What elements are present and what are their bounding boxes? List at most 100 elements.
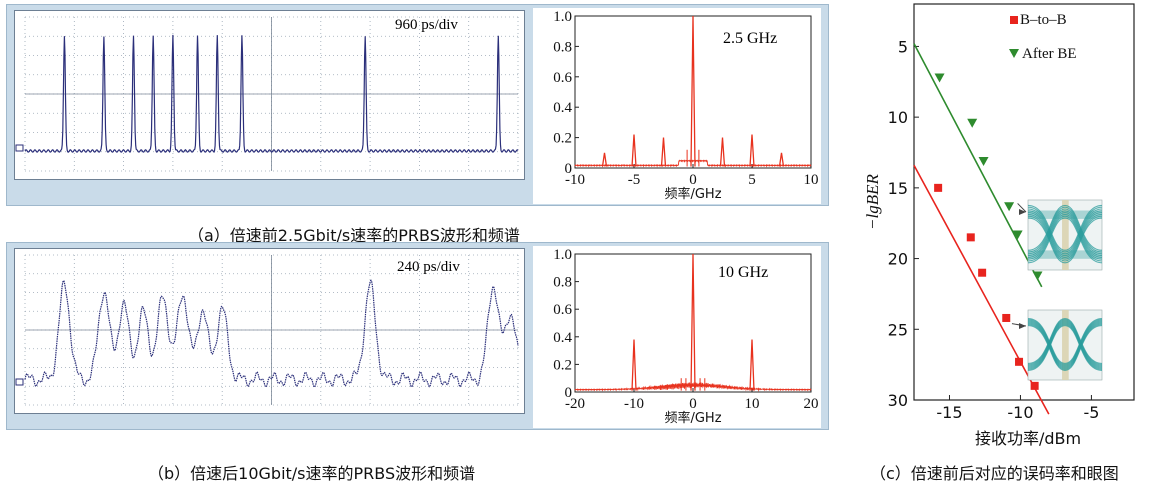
y-tick-label: 0.4 [553,100,572,116]
ber-y-tick-label: 20 [888,250,908,269]
eye-b2b-trace [1027,323,1103,369]
eye-after-be-trace [1027,217,1103,264]
ber-fit-line [913,43,1043,288]
spectrum-b: 0 0.2 0.4 0.6 0.8 1.0 -20 -10 0 10 20 频率/GHz 10 GHz [533,246,821,428]
legend-marker-after-be [1009,49,1019,58]
eye-after-be-trace [1027,217,1103,264]
x-tick-label: 10 [745,396,760,412]
ber-fit-line [913,164,1050,415]
legend-marker-b2b [1010,16,1018,24]
scope-a-plot [15,16,519,172]
spectrum-peak [690,15,696,167]
spectrum-b-plot: 0 0.2 0.4 0.6 0.8 1.0 -20 -10 0 10 20 频率/GHz [553,247,818,426]
ber-point-after-be [934,73,945,83]
ber-point-after-be [1012,230,1023,240]
ber-point-b2b [978,268,987,277]
eye-after-be-trace [1027,213,1103,260]
x-tick-label: 0 [689,172,697,188]
eye-b2b-trace [1027,318,1103,364]
x-axis-label: 频率/GHz [664,410,721,426]
ber-point-after-be [978,156,989,166]
scope-b-plot [15,254,519,406]
spectrum-baseline [574,382,812,392]
scope-ground-marker [15,378,24,386]
y-tick-label: 0.8 [553,39,572,55]
eye-b2b-trace [1027,321,1103,367]
y-tick-label: 0.2 [553,357,572,373]
ber-y-tick-label: 30 [888,391,908,410]
scope-trace [24,34,519,153]
scope-trace [24,279,519,388]
x-tick-label: 0 [689,396,697,412]
x-tick-label: 5 [748,172,756,188]
spectrum-peak [749,339,755,391]
eye-b2b-trace [1027,325,1103,371]
scope-a: 960 ps/div [14,10,525,180]
scope-a-annotation: 960 ps/div [395,17,458,33]
eye-after-be-trace [1027,210,1103,257]
spectrum-a: 0 0.2 0.4 0.6 0.8 1.0 -10 -5 0 5 10 频率/GHz 2.5 GHz [533,8,821,204]
eye-b2b-trace [1027,325,1103,371]
eye-b2b-trace [1027,322,1103,368]
y-tick-label: 0.2 [553,131,572,147]
ber-y-tick-label: 5 [898,37,908,56]
spectrum-peak [719,137,726,167]
scope-ground-marker [15,144,24,152]
ber-point-after-be [1004,202,1015,212]
ber-x-tick-label: -15 [936,403,962,422]
eye-after-be-trace [1027,210,1103,257]
eye-after-be-trace [1027,206,1103,253]
y-tick-label: 0 [565,385,573,401]
y-tick-label: 0.8 [553,275,572,291]
eye-b2b-trace [1027,324,1103,370]
ber-point-b2b [934,183,943,192]
y-tick-label: 0.6 [553,302,572,318]
spectrum-peak [631,134,637,167]
spectrum-peak [690,253,696,391]
ber-chart: 5 10 15 20 25 30 -15 -10 -5 接收功率/dBm −lgBER B–to–B A… [850,0,1168,460]
eye-b2b-trace [1027,320,1103,366]
caption-c: （c）倍速前后对应的误码率和眼图 [870,464,1119,483]
y-tick-label: 0 [565,161,573,177]
eye-b2b-trace [1027,319,1103,365]
legend-label-after-be: After BE [1022,46,1077,62]
eye-after-be-trace [1027,208,1103,255]
eye-after-be-thick-rail [1028,250,1102,259]
y-tick-label: 1.0 [553,9,572,25]
spectrum-peak [660,137,667,167]
ber-point-b2b [1002,313,1011,322]
ber-point-b2b [966,233,975,242]
spectrum-peak [749,134,755,167]
ber-y-axis-label: −lgBER [863,173,882,229]
eye-after-be-traces [1027,204,1103,264]
ber-point-after-be [967,118,978,128]
spectrum-a-plot: 0 0.2 0.4 0.6 0.8 1.0 -10 -5 0 5 10 频率/GHz [553,9,819,202]
x-axis-label: 频率/GHz [664,186,721,202]
ber-point-b2b [1015,357,1024,366]
eye-after-be-trace [1027,204,1103,251]
spectrum-peak [631,339,637,391]
x-tick-label: -10 [624,396,644,412]
caption-a: （a）倍速前2.5Gbit/s速率的PRBS波形和频谱 [188,226,520,245]
spectrum-peak [778,152,785,167]
scope-b-annotation: 240 ps/div [397,259,460,275]
x-tick-label: -20 [565,396,585,412]
y-tick-label: 1.0 [553,247,572,263]
ber-y-tick-label: 25 [888,320,908,339]
eye-after-be-thick-rail [1028,210,1102,219]
ber-point-after-be [1032,271,1043,281]
x-tick-label: -5 [628,172,641,188]
x-tick-label: 10 [804,172,819,188]
spectrum-a-annotation: 2.5 GHz [723,30,778,47]
eye-after-be-trace [1027,215,1103,262]
y-tick-label: 0.4 [553,330,572,346]
spectrum-b-annotation: 10 GHz [718,264,769,281]
ber-point-b2b [1030,381,1039,390]
y-tick-label: 0.6 [553,70,572,86]
ber-x-tick-label: -5 [1083,403,1099,422]
eye-after-be-trace [1027,208,1103,255]
eye-b2b-traces [1027,318,1103,371]
caption-b: （b）倍速后10Gbit/s速率的PRBS波形和频谱 [148,464,476,483]
scope-b: 240 ps/div [14,248,525,414]
